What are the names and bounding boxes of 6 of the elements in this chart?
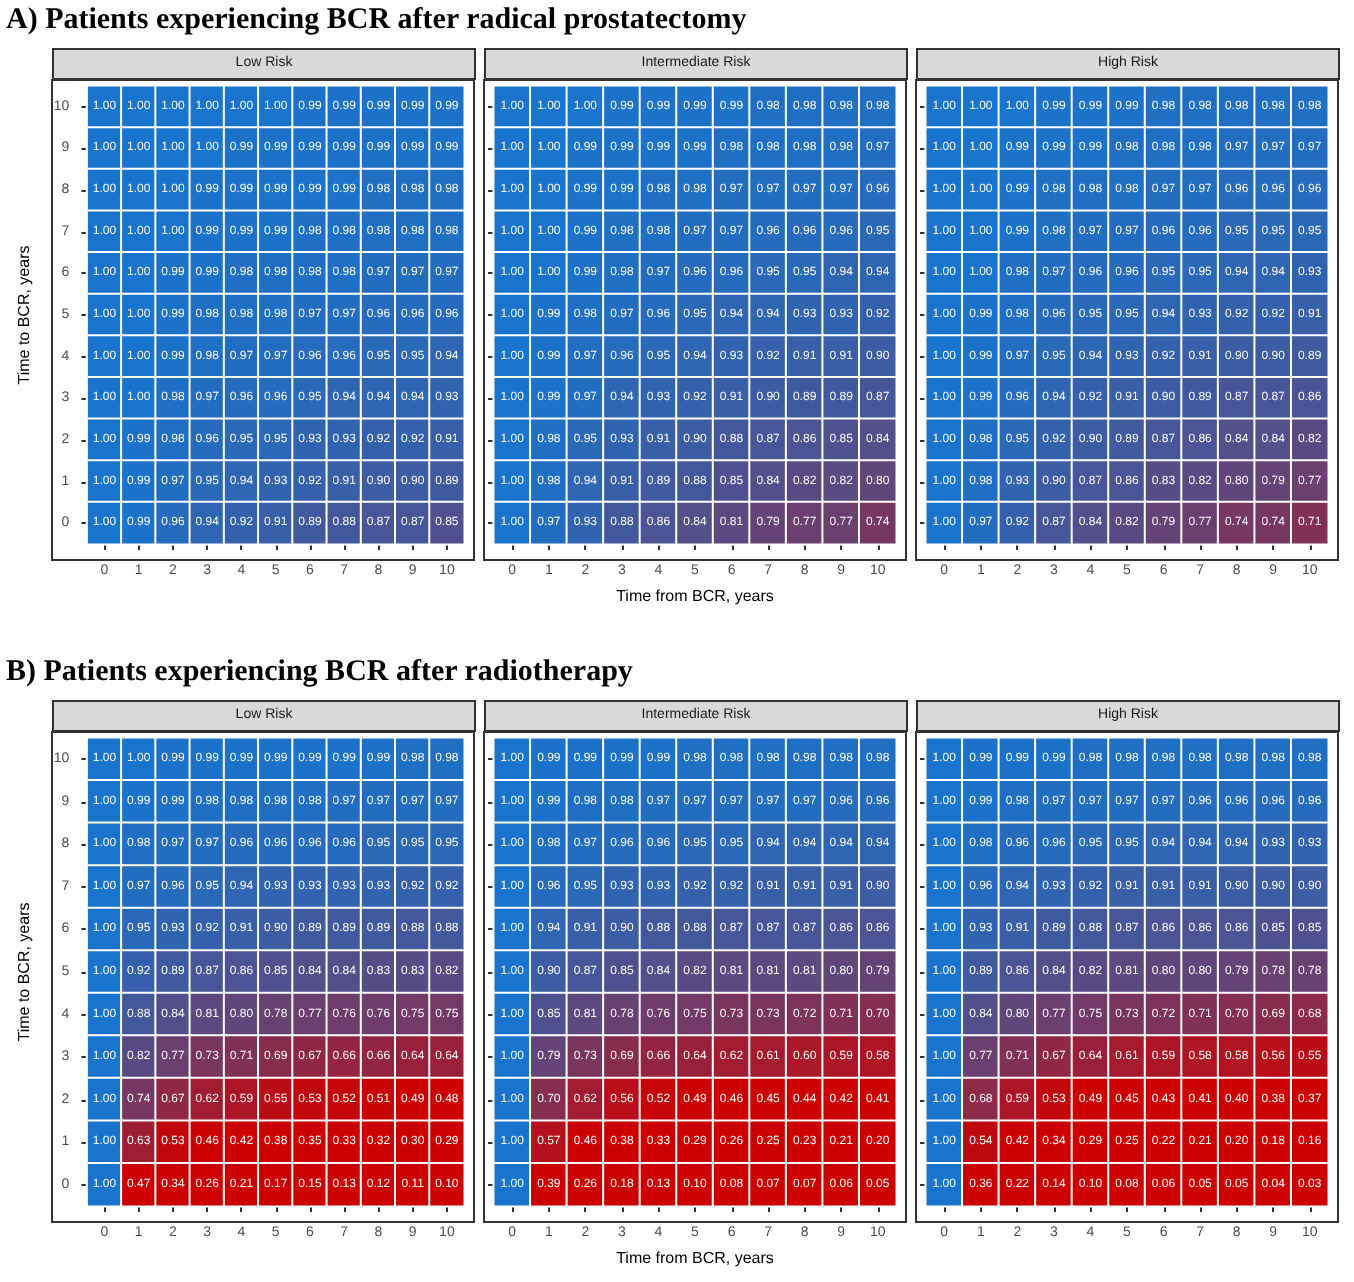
y-axis-title: Time to BCR, years	[15, 245, 33, 385]
text: A) Patients experiencing BCR after radical prostatectomy	[6, 4, 747, 38]
text: B) Patients experiencing BCR after radiotherapy	[6, 656, 633, 690]
x-axis-title: Time from BCR, years	[616, 1249, 774, 1267]
x-axis-title: Time from BCR, years	[616, 587, 774, 605]
y-axis-title: Time to BCR, years	[15, 902, 33, 1042]
